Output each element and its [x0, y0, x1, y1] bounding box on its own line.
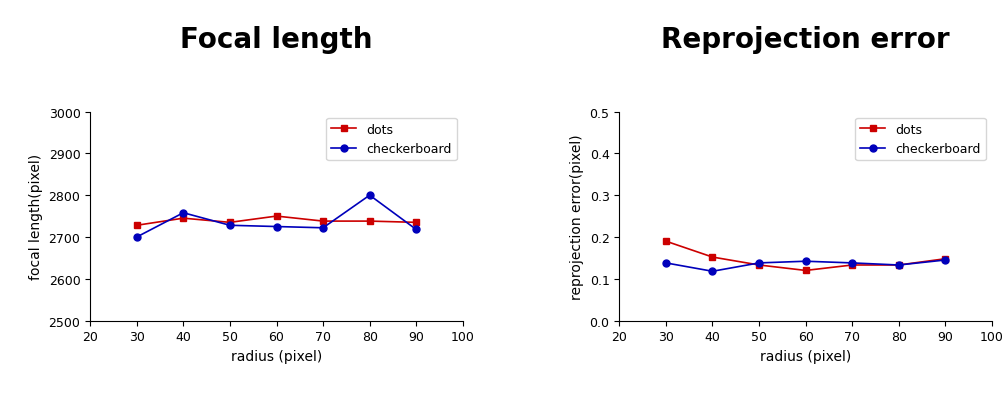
- X-axis label: radius (pixel): radius (pixel): [230, 349, 322, 363]
- dots: [130, 223, 142, 228]
- checkerboard: [893, 263, 905, 268]
- Legend: dots, checkerboard: dots, checkerboard: [856, 119, 986, 161]
- checkerboard: [317, 226, 329, 231]
- X-axis label: radius (pixel): radius (pixel): [761, 349, 852, 363]
- dots: [177, 216, 189, 221]
- checkerboard: [847, 261, 859, 265]
- Legend: dots, checkerboard: dots, checkerboard: [327, 119, 457, 161]
- Text: Focal length: Focal length: [180, 26, 373, 54]
- checkerboard: [271, 225, 283, 229]
- dots: [940, 257, 952, 261]
- dots: [800, 268, 812, 273]
- dots: [893, 263, 905, 268]
- checkerboard: [706, 269, 718, 274]
- checkerboard: [660, 261, 672, 265]
- Line: dots: dots: [662, 238, 949, 274]
- dots: [847, 263, 859, 268]
- checkerboard: [754, 261, 766, 265]
- checkerboard: [364, 193, 376, 198]
- checkerboard: [800, 259, 812, 264]
- Line: checkerboard: checkerboard: [662, 257, 949, 275]
- dots: [317, 219, 329, 224]
- Line: checkerboard: checkerboard: [133, 192, 420, 241]
- checkerboard: [130, 235, 142, 240]
- checkerboard: [410, 227, 422, 232]
- checkerboard: [177, 211, 189, 216]
- Y-axis label: reprojection error(pixel): reprojection error(pixel): [570, 134, 584, 299]
- dots: [223, 221, 235, 225]
- Line: dots: dots: [133, 213, 420, 229]
- Y-axis label: focal length(pixel): focal length(pixel): [29, 154, 43, 279]
- dots: [660, 239, 672, 244]
- dots: [364, 219, 376, 224]
- checkerboard: [223, 223, 235, 228]
- Text: Reprojection error: Reprojection error: [661, 26, 950, 54]
- dots: [271, 214, 283, 219]
- dots: [706, 255, 718, 260]
- dots: [410, 221, 422, 225]
- checkerboard: [940, 258, 952, 263]
- dots: [754, 263, 766, 268]
